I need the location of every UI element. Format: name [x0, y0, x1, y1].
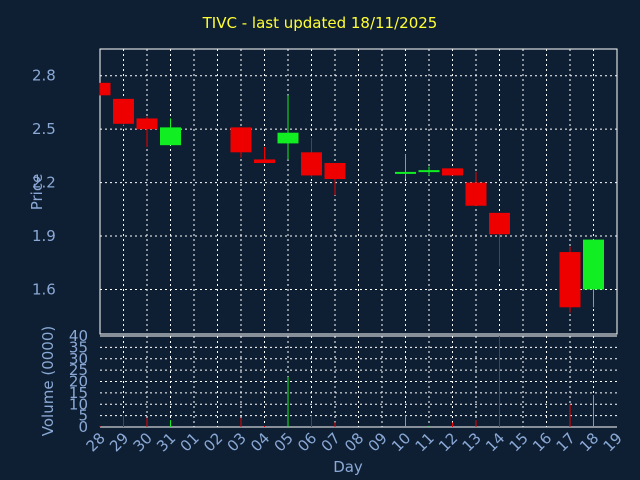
candle-body	[277, 132, 299, 144]
volume-axis-label: Volume (0000)	[39, 326, 57, 436]
price-axis-label: Price	[28, 174, 46, 211]
candle-body	[254, 159, 275, 163]
candle-body	[100, 82, 111, 96]
x-tick-label: 02	[200, 429, 226, 455]
x-tick-label: 04	[247, 429, 273, 455]
x-tick-label: 29	[106, 429, 132, 455]
candle-body	[418, 170, 440, 173]
price-panel: 1.6 1.9 2.2 2.5 2.8	[32, 48, 618, 335]
candle-body	[113, 98, 134, 124]
x-tick-label: 11	[412, 429, 438, 455]
candle-body	[465, 182, 487, 206]
candle-body	[442, 168, 463, 176]
price-tick-label: 1.9	[32, 227, 56, 245]
chart-title: TIVC - last updated 18/11/2025	[202, 14, 438, 32]
volume-tick-label: 20	[69, 373, 88, 391]
price-tick-label: 2.2	[32, 174, 56, 192]
x-tick-label: 18	[576, 429, 602, 455]
x-tick-label: 30	[130, 429, 156, 455]
x-axis: 2829303101020304050607080910111213141516…	[83, 429, 626, 455]
x-tick-label: 05	[271, 429, 297, 455]
candle-body	[230, 127, 252, 153]
price-plot-frame	[99, 48, 618, 335]
price-tick-label: 1.6	[32, 280, 56, 298]
candle-body	[324, 163, 346, 180]
x-tick-label: 08	[341, 429, 367, 455]
volume-tick-label: 30	[69, 350, 88, 368]
candle-body	[136, 118, 158, 130]
x-axis-label: Day	[333, 458, 363, 476]
volume-tick-label: 35	[69, 338, 88, 356]
volume-tick-label: 5	[78, 407, 88, 425]
candle-body	[583, 239, 604, 290]
x-tick-label: 17	[553, 429, 579, 455]
candle-body	[489, 212, 510, 235]
price-tick-label: 2.8	[32, 67, 56, 85]
x-tick-label: 07	[318, 429, 344, 455]
candle-body	[301, 152, 322, 176]
x-tick-label: 31	[153, 429, 179, 455]
x-tick-label: 10	[388, 429, 414, 455]
volume-tick-label: 15	[69, 384, 88, 402]
candle-body	[395, 171, 416, 174]
volume-tick-label: 10	[69, 395, 88, 413]
candle-body	[559, 252, 581, 308]
x-tick-label: 16	[529, 429, 555, 455]
candle-body	[160, 127, 181, 146]
x-tick-label: 03	[224, 429, 250, 455]
x-tick-label: 13	[459, 429, 485, 455]
x-tick-label: 09	[365, 429, 391, 455]
x-tick-label: 19	[600, 429, 626, 455]
x-tick-label: 01	[177, 429, 203, 455]
x-tick-label: 14	[482, 429, 508, 455]
price-tick-label: 2.5	[32, 120, 56, 138]
volume-tick-label: 0	[78, 418, 88, 436]
volume-tick-label: 40	[69, 327, 88, 345]
x-tick-label: 06	[294, 429, 320, 455]
x-tick-label: 15	[506, 429, 532, 455]
volume-tick-label: 25	[69, 361, 88, 379]
x-tick-label: 12	[435, 429, 461, 455]
